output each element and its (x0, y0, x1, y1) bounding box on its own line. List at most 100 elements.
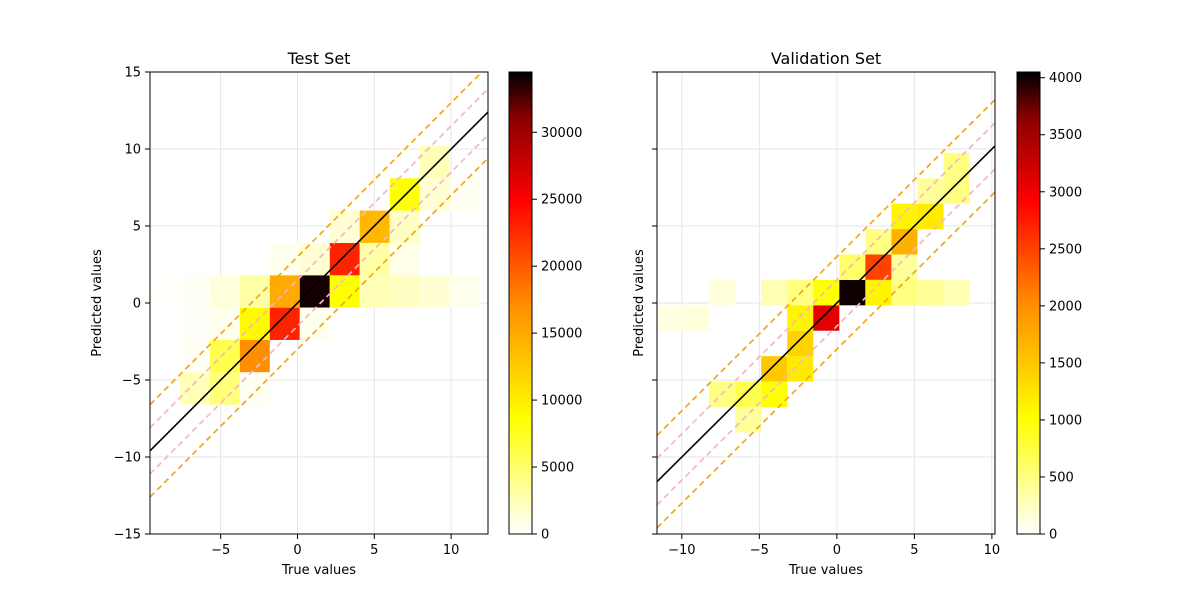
test-set-y-tick-label-0: −15 (114, 528, 141, 543)
validation-set-x-tick-label-0: −10 (668, 543, 695, 558)
test-set-x-ticks: −5 0 5 10 (211, 534, 459, 558)
validation-set-bin (865, 229, 892, 255)
test-set-x-tick-label-2: 5 (370, 543, 378, 558)
validation-set-bin (891, 254, 918, 280)
validation-set-colorbar-tick-label-3: 1500 (1049, 356, 1082, 371)
test-set-panel: Test Set −5 0 5 10 −15 −10 −5 0 5 10 15 True valu… (90, 49, 582, 578)
test-set-bin (389, 242, 420, 276)
validation-set-x-ticks: −10 −5 0 5 10 (668, 534, 1000, 558)
test-set-bin (329, 210, 360, 243)
test-set-y-tick-label-6: 15 (124, 66, 141, 81)
validation-set-colorbar-tick-label-7: 3500 (1049, 128, 1082, 143)
validation-set-colorbar-tick-label-8: 4000 (1049, 71, 1082, 86)
test-set-bin (389, 210, 420, 243)
validation-set-title: Validation Set (771, 49, 881, 68)
test-set-colorbar-tick-label-6: 30000 (541, 126, 582, 141)
test-set-bin (299, 242, 330, 276)
validation-set-bin (761, 356, 788, 382)
test-set-y-label: Predicted values (90, 249, 105, 357)
test-set-y-tick-label-2: −5 (122, 374, 141, 389)
validation-set-colorbar-tick-label-6: 3000 (1049, 185, 1082, 200)
test-set-bin (239, 372, 270, 405)
test-set-colorbar-tick-label-2: 10000 (541, 394, 582, 409)
test-set-y-tick-label-3: 0 (133, 297, 141, 312)
validation-set-bin (787, 305, 814, 331)
validation-set-lines (656, 99, 996, 529)
validation-set-bin (917, 203, 944, 230)
test-set-bin (299, 275, 330, 308)
validation-set-x-tick-label-4: 10 (984, 543, 1001, 558)
validation-set-bin (813, 305, 840, 331)
test-set-lines (149, 71, 489, 498)
validation-set-bin (839, 279, 866, 306)
test-set-bin (419, 145, 450, 179)
test-set-colorbar-tick-label-3: 15000 (541, 327, 582, 342)
test-set-bin (179, 372, 210, 405)
test-set-y-tick-label-5: 10 (124, 143, 141, 158)
validation-set-bin (839, 254, 866, 280)
test-set-colorbar-tick-label-5: 25000 (541, 193, 582, 208)
validation-set-y-label: Predicted values (632, 249, 647, 357)
validation-set-x-tick-label-1: −5 (750, 543, 769, 558)
validation-set-colorbar-tick-label-4: 2000 (1049, 299, 1082, 314)
test-set-y-tick-label-4: 5 (133, 220, 141, 235)
validation-set-band-line-2 (656, 168, 996, 506)
test-set-bin (299, 307, 330, 340)
validation-set-bin (917, 279, 944, 306)
test-set-bin (329, 242, 360, 276)
validation-set-bin (709, 279, 736, 306)
test-set-bin (239, 275, 270, 308)
test-set-bin (419, 275, 450, 308)
test-set-x-tick-label-0: −5 (211, 543, 230, 558)
validation-set-band-line-3 (656, 99, 996, 437)
test-set-bins (150, 145, 480, 405)
test-set-x-tick-label-1: 0 (293, 543, 301, 558)
test-set-band-line-3 (149, 71, 483, 406)
validation-set-bins (657, 152, 970, 433)
validation-set-bin (761, 279, 788, 306)
validation-set-x-label: True values (788, 563, 863, 578)
validation-set-colorbar-tick-label-1: 500 (1049, 470, 1074, 485)
validation-set-bin (761, 381, 788, 407)
validation-set-bin (943, 152, 970, 179)
validation-set-bin (735, 381, 762, 407)
test-set-bin (449, 178, 480, 211)
validation-set-y-ticks (652, 71, 657, 535)
validation-set-bin (943, 279, 970, 306)
test-set-bin (209, 275, 240, 308)
test-set-bin (419, 178, 450, 211)
test-set-colorbar-tick-label-0: 0 (541, 528, 549, 543)
validation-set-bin (787, 330, 814, 357)
validation-set-x-tick-label-3: 5 (910, 543, 918, 558)
validation-set-bin (917, 178, 944, 204)
test-set-bin (179, 339, 210, 373)
validation-set-colorbar: 0 500 1000 1500 2000 2500 3000 3500 4000 (1016, 71, 1082, 543)
test-set-colorbar-tick-label-4: 20000 (541, 260, 582, 275)
validation-set-bin (787, 356, 814, 382)
test-set-y-tick-label-1: −10 (114, 451, 141, 466)
test-set-bin (269, 307, 300, 340)
validation-set-colorbar-tick-label-5: 2500 (1049, 242, 1082, 257)
validation-set-colorbar-tick-label-2: 1000 (1049, 413, 1082, 428)
test-set-title: Test Set (287, 49, 351, 68)
validation-set-colorbar-tick-label-0: 0 (1049, 528, 1057, 543)
test-set-bin (359, 275, 390, 308)
test-set-y-ticks: −15 −10 −5 0 5 10 15 (114, 66, 150, 543)
validation-set-bin (657, 305, 684, 331)
test-set-bin (389, 275, 420, 308)
test-set-bin (209, 307, 240, 340)
validation-set-bin (813, 279, 840, 306)
test-set-bin (449, 275, 480, 308)
test-set-bin (209, 339, 240, 373)
validation-set-bin (943, 178, 970, 204)
validation-set-panel: Validation Set −10 −5 0 5 10 True values Pre… (632, 49, 1082, 578)
test-set-bin (150, 275, 180, 308)
validation-set-identity-line-0 (656, 145, 996, 483)
validation-set-band-line-4 (656, 191, 996, 529)
test-set-colorbar: 0 5000 10000 15000 20000 25000 30000 (508, 71, 582, 543)
test-set-colorbar-gradient (508, 71, 533, 535)
test-set-colorbar-tick-label-1: 5000 (541, 461, 574, 476)
validation-set-x-tick-label-2: 0 (833, 543, 841, 558)
test-set-x-tick-label-3: 10 (443, 543, 460, 558)
